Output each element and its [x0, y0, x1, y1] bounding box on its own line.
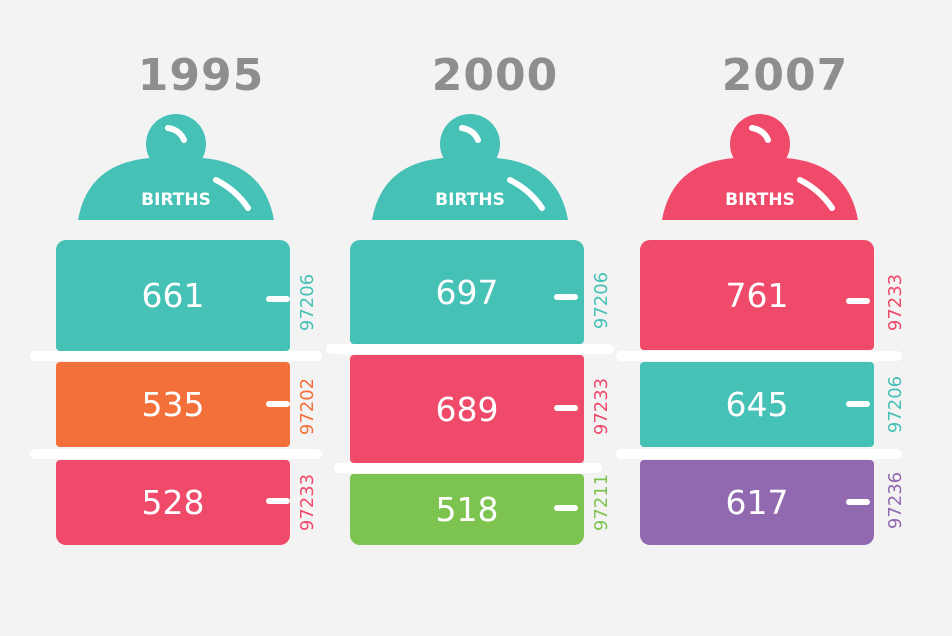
segment-value: 761 — [640, 240, 874, 350]
year-label: 1995 — [137, 50, 265, 101]
zip-tick — [846, 298, 870, 304]
births-count: 518 — [435, 490, 499, 529]
births-count: 697 — [435, 272, 499, 312]
zip-tick — [554, 405, 578, 411]
zip-label: 97233 — [297, 473, 319, 531]
bottle-cap — [660, 112, 860, 224]
separator-stripe — [326, 344, 614, 354]
bottle-cap — [76, 112, 276, 224]
zip-label: 97206 — [591, 271, 613, 329]
segment-value: 528 — [56, 460, 290, 545]
zip-tick — [554, 294, 578, 300]
segment-value: 689 — [350, 355, 584, 463]
births-count: 689 — [435, 389, 499, 429]
zip-tick — [846, 499, 870, 505]
zip-label: 97206 — [297, 273, 319, 331]
cap-label: BIRTHS — [141, 190, 211, 210]
zip-label: 97202 — [297, 377, 319, 435]
separator-stripe — [616, 351, 902, 361]
bottle-2000: 2000 BIRTHS 697 97206 689 97233 518 9721… — [350, 0, 640, 636]
separator-stripe — [334, 463, 602, 473]
births-count: 661 — [141, 276, 205, 315]
zip-label: 97233 — [591, 377, 613, 435]
births-count: 645 — [725, 385, 789, 424]
segment-value: 617 — [640, 460, 874, 545]
year-label: 2007 — [721, 50, 849, 101]
separator-stripe — [30, 449, 322, 459]
zip-label: 97236 — [885, 471, 907, 529]
separator-stripe — [30, 351, 322, 361]
year-label: 2000 — [431, 50, 559, 101]
zip-label: 97211 — [591, 473, 613, 531]
births-count: 617 — [725, 483, 789, 522]
zip-label: 97233 — [885, 273, 907, 331]
cap-label: BIRTHS — [435, 190, 505, 210]
segment-value: 518 — [350, 474, 584, 545]
bottle-2007: 2007 BIRTHS 761 97233 645 97206 617 9723… — [640, 0, 930, 636]
births-count: 761 — [725, 275, 789, 315]
births-count: 535 — [141, 385, 205, 424]
zip-tick — [266, 296, 290, 302]
zip-tick — [554, 505, 578, 511]
segment-value: 697 — [350, 240, 584, 344]
segment-value: 535 — [56, 362, 290, 447]
bottle-cap — [370, 112, 570, 224]
zip-tick — [846, 401, 870, 407]
births-count: 528 — [141, 483, 205, 522]
cap-label: BIRTHS — [725, 190, 795, 210]
zip-tick — [266, 498, 290, 504]
segment-value: 661 — [56, 240, 290, 351]
zip-tick — [266, 401, 290, 407]
separator-stripe — [616, 449, 902, 459]
bottle-1995: 1995 BIRTHS 661 97206 535 97202 528 9723… — [56, 0, 346, 636]
zip-label: 97206 — [885, 375, 907, 433]
segment-value: 645 — [640, 362, 874, 447]
